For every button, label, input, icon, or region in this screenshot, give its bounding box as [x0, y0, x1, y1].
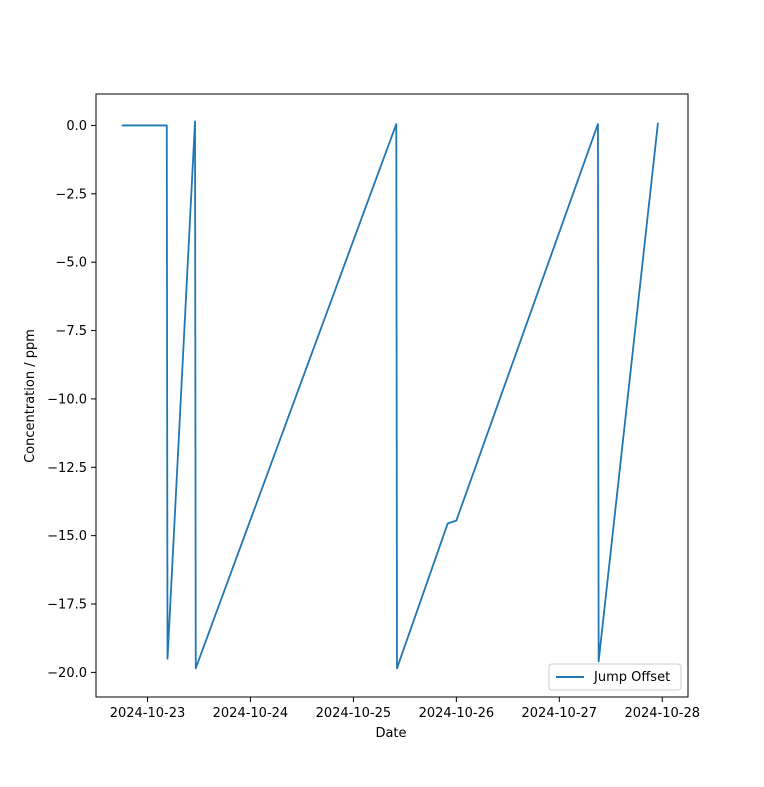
series-layer	[121, 120, 659, 670]
y-tick-label: −15.0	[47, 529, 87, 544]
x-tick-label: 2024-10-27	[522, 706, 598, 721]
x-tick-label: 2024-10-26	[419, 706, 495, 721]
y-tick-label: −17.5	[47, 598, 87, 613]
y-axis-label: Concentration / ppm	[23, 329, 38, 463]
x-tick-label: 2024-10-25	[316, 706, 392, 721]
x-axis-label: Date	[375, 726, 406, 741]
x-tick-label: 2024-10-28	[624, 706, 700, 721]
series-line-jump-offset	[121, 120, 659, 670]
y-tick-label: 0.0	[66, 119, 87, 134]
y-tick-label: −12.5	[47, 461, 87, 476]
y-tick-label: −10.0	[47, 392, 87, 407]
y-tick-label: −2.5	[55, 187, 87, 202]
legend-box	[548, 663, 682, 691]
x-tick-label: 2024-10-23	[110, 706, 186, 721]
plot-area-frame	[95, 93, 689, 698]
y-axis-ticks: 0.0 −2.5 −5.0 −7.5 −10.0 −12.5 −15.0 −17.5 −20.0	[47, 119, 96, 681]
legend: Jump Offset	[548, 663, 682, 691]
x-axis-ticks: 2024-10-23 2024-10-24 2024-10-25 2024-10-26…	[110, 697, 700, 721]
y-tick-label: −20.0	[47, 666, 87, 681]
x-tick-label: 2024-10-24	[213, 706, 289, 721]
y-tick-label: −5.0	[55, 256, 87, 271]
y-tick-label: −7.5	[55, 324, 87, 339]
legend-label: Jump Offset	[593, 670, 670, 685]
